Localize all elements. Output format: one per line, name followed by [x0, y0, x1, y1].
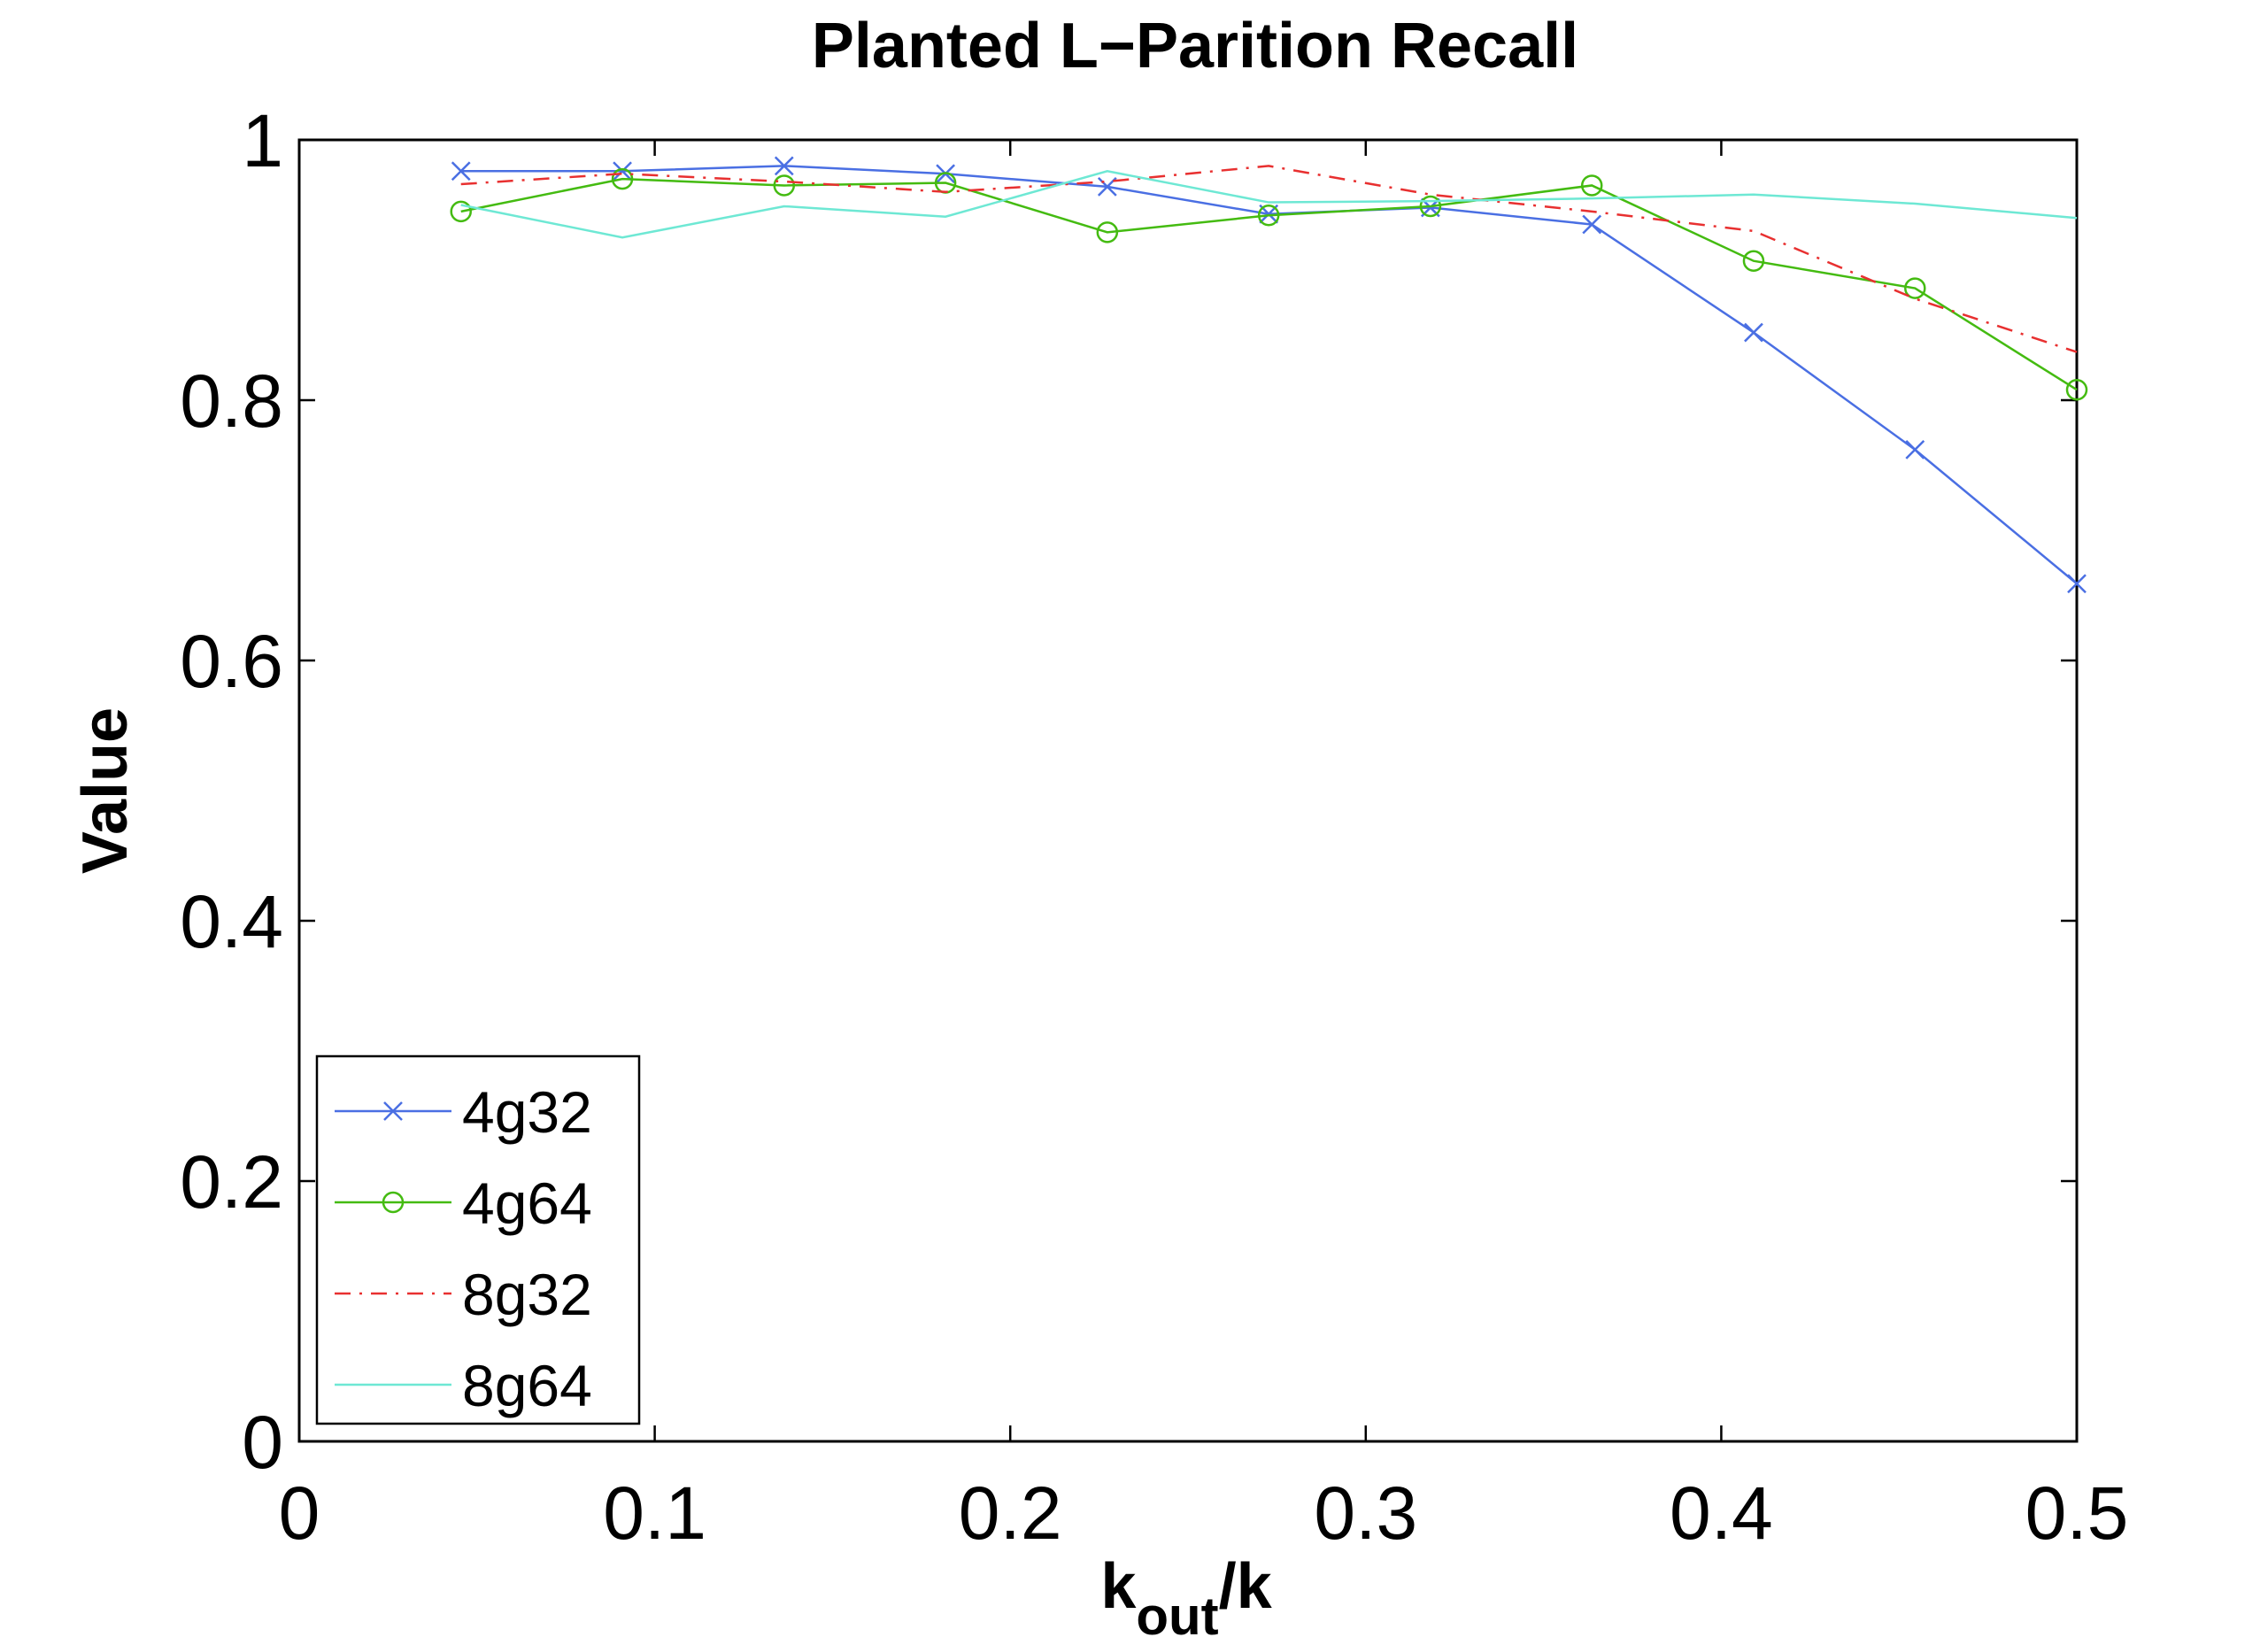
data-point-4g32 — [1744, 322, 1763, 343]
data-point-4g32 — [774, 156, 794, 176]
series-4g32 — [451, 156, 2087, 594]
data-point-4g64 — [1419, 195, 1442, 218]
y-tick-label: 0 — [242, 1401, 283, 1484]
x-axis-label-subscript: out — [1136, 1587, 1218, 1645]
legend-label: 4g64 — [462, 1170, 592, 1236]
x-tick-label: 0 — [279, 1471, 320, 1555]
y-tick-label: 0.8 — [180, 359, 283, 443]
legend-entry-8g32: 8g32 — [335, 1262, 592, 1327]
data-point-4g32 — [1582, 214, 1602, 235]
y-tick-label: 1 — [242, 99, 283, 182]
x-tick-label: 0.4 — [1670, 1471, 1773, 1555]
x-axis-label-tail: /k — [1219, 1551, 1273, 1622]
x-axis-label: kout/k — [1100, 1551, 1272, 1645]
data-point-4g64 — [1257, 205, 1280, 227]
data-point-4g32 — [1905, 439, 1925, 460]
data-point-4g64 — [2065, 378, 2088, 401]
data-point-4g64 — [1580, 174, 1603, 197]
series-8g64 — [460, 169, 2078, 239]
legend: 4g32 4g64 8g32 8g64 — [315, 1054, 641, 1425]
legend-box — [315, 1054, 641, 1425]
series-line-4g64 — [460, 177, 2078, 391]
data-point-4g64 — [450, 200, 472, 223]
x-axis-ticks: 0 0.1 0.2 0.3 0.4 0.5 — [279, 140, 2129, 1555]
x-tick-label: 0.5 — [2025, 1471, 2129, 1555]
x-axis-label-main: k — [1100, 1551, 1137, 1622]
legend-entry-4g64: 4g64 — [335, 1170, 592, 1236]
y-axis-label: Value — [70, 707, 141, 874]
data-point-4g64 — [1742, 250, 1765, 272]
data-point-4g64 — [773, 174, 796, 197]
x-tick-label: 0.1 — [603, 1471, 706, 1555]
y-tick-label: 0.2 — [180, 1140, 283, 1224]
legend-entry-4g32: 4g32 — [335, 1079, 592, 1145]
data-point-4g64 — [1904, 277, 1926, 299]
legend-label: 8g32 — [462, 1262, 592, 1327]
legend-entry-8g64: 8g64 — [335, 1353, 592, 1418]
x-tick-label: 0.2 — [959, 1471, 1062, 1555]
series-line-8g64 — [460, 169, 2078, 239]
chart-title: Planted L−Parition Recall — [812, 11, 1578, 81]
data-point-4g64 — [1096, 221, 1119, 243]
y-tick-label: 0.6 — [180, 620, 283, 703]
legend-marker — [383, 1101, 403, 1121]
y-tick-label: 0.4 — [180, 880, 283, 963]
data-point-4g32 — [2067, 574, 2087, 594]
legend-label: 8g64 — [462, 1353, 592, 1418]
legend-marker — [382, 1191, 405, 1214]
series-line-8g32 — [460, 165, 2078, 353]
data-point-4g64 — [611, 167, 634, 190]
data-point-4g32 — [451, 161, 471, 181]
x-tick-label: 0.3 — [1314, 1471, 1417, 1555]
legend-label: 4g32 — [462, 1079, 592, 1145]
data-point-4g32 — [613, 161, 632, 181]
series-layer — [450, 156, 2088, 594]
series-8g32 — [460, 165, 2078, 353]
y-axis-ticks: 0 0.2 0.4 0.6 0.8 1 — [180, 99, 2077, 1484]
legend-entries: 4g32 4g64 8g32 8g64 — [335, 1079, 592, 1418]
